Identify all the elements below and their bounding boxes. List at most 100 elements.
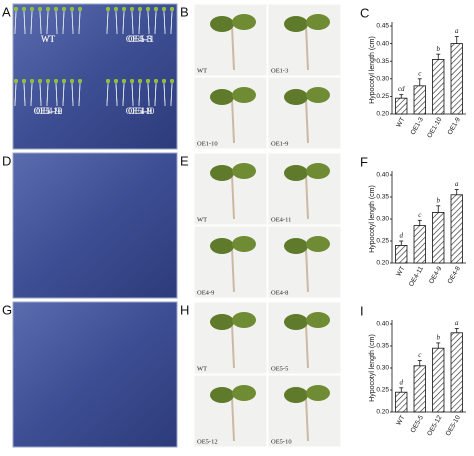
- plate-label: OE1-9: [128, 106, 152, 116]
- seedling-photo: [193, 225, 268, 299]
- plate-label: OE5-12: [34, 106, 63, 116]
- seedling: [23, 81, 26, 107]
- seedling: [170, 9, 173, 35]
- leaf: [210, 16, 234, 32]
- bar: [395, 391, 408, 413]
- cotyledon: [30, 79, 34, 83]
- seedling-photo: [267, 152, 342, 226]
- significance-letter: c: [418, 69, 422, 77]
- hypocotyl: [305, 396, 309, 442]
- seedling: [71, 81, 74, 107]
- significance-letter: a: [455, 319, 459, 327]
- photo-label: OE4-9: [197, 289, 214, 296]
- seedling: [55, 9, 58, 35]
- x-tick-label: OE5-12: [426, 414, 443, 437]
- x-tick-label: OE4-8: [447, 265, 463, 285]
- leaf: [306, 14, 330, 30]
- plate-label: OE5-5: [128, 34, 152, 44]
- seedling: [154, 81, 157, 107]
- cotyledon: [106, 79, 110, 83]
- hypocotyl: [231, 98, 235, 144]
- y-tick-label: 0.20: [376, 111, 389, 118]
- leaf: [210, 314, 234, 330]
- seedling: [62, 9, 65, 35]
- y-tick-label: 0.40: [376, 321, 389, 328]
- y-tick-label: 0.45: [376, 23, 389, 30]
- cotyledon: [22, 7, 26, 11]
- seedling-photo: [267, 76, 342, 150]
- leaf: [210, 165, 234, 181]
- photo-label: OE4-11: [271, 216, 291, 223]
- y-tick-label: 0.40: [376, 40, 389, 47]
- plate-label: OE4-9: [36, 106, 60, 116]
- leaf: [232, 312, 256, 328]
- significance-letter: b: [437, 196, 441, 204]
- cotyledon: [78, 7, 82, 11]
- hypocotyl: [305, 25, 309, 71]
- panel-letter: B: [180, 4, 189, 19]
- leaf: [284, 89, 308, 105]
- panel-letter: A: [2, 4, 11, 19]
- photo-label: OE5-5: [271, 365, 288, 372]
- cotyledon: [38, 7, 42, 11]
- y-tick-label: 0.30: [376, 216, 389, 223]
- hypocotyl: [231, 174, 235, 220]
- seedling-photo: [267, 3, 342, 77]
- seedling: [71, 9, 74, 35]
- plate-label: WT: [41, 34, 55, 44]
- bar: [395, 97, 408, 115]
- photo-label: OE5-10: [271, 438, 292, 445]
- leaf: [306, 312, 330, 328]
- hypocotyl: [231, 323, 235, 369]
- y-tick-label: 0.20: [376, 409, 389, 416]
- cotyledon: [162, 79, 166, 83]
- photo-label: OE1-9: [271, 140, 288, 147]
- seedling-photo: [193, 76, 268, 150]
- significance-letter: b: [437, 334, 441, 342]
- cotyledon: [14, 7, 18, 11]
- y-axis-label: Hypocotyl length (cm): [369, 185, 376, 253]
- hypocotyl: [231, 25, 235, 71]
- seedling: [30, 9, 33, 35]
- x-tick-label: OE1-10: [426, 116, 443, 139]
- bar: [413, 225, 426, 264]
- seedling: [106, 81, 109, 107]
- x-tick-label: OE4-9: [428, 265, 444, 285]
- seedling: [39, 81, 42, 107]
- cotyledon: [70, 79, 74, 83]
- seedling: [154, 9, 157, 35]
- seedling-photo: [267, 374, 342, 448]
- x-tick-label: OE1-9: [447, 116, 463, 136]
- y-axis-label: Hypocotyl length (cm): [369, 36, 376, 104]
- seedling: [46, 9, 49, 35]
- y-tick-label: 0.35: [376, 343, 389, 350]
- seedling: [106, 9, 109, 35]
- y-tick-label: 0.25: [376, 387, 389, 394]
- seedling: [163, 9, 166, 35]
- y-axis-label: Hypocotyl length (cm): [369, 334, 376, 402]
- cotyledon: [38, 79, 42, 83]
- cotyledon: [46, 79, 50, 83]
- seedling: [30, 81, 33, 107]
- y-tick-label: 0.35: [376, 58, 389, 65]
- panel-letter: D: [2, 153, 11, 168]
- seedling: [23, 9, 26, 35]
- leaf: [306, 87, 330, 103]
- seedling: [115, 9, 118, 35]
- hypocotyl: [231, 396, 235, 442]
- cotyledon: [130, 79, 134, 83]
- cotyledon: [46, 7, 50, 11]
- seedling: [39, 9, 42, 35]
- cotyledon: [54, 7, 58, 11]
- leaf: [232, 236, 256, 252]
- significance-letter: cd: [398, 85, 405, 93]
- cotyledon: [114, 7, 118, 11]
- seedling: [131, 9, 134, 35]
- cotyledon: [122, 79, 126, 83]
- plate-label: OE1-3: [128, 34, 152, 44]
- plate-label: OE4-8: [128, 106, 152, 116]
- significance-letter: d: [400, 378, 404, 386]
- x-tick-label: OE5-5: [410, 414, 426, 434]
- photo-label: OE1-3: [271, 67, 288, 74]
- cotyledon: [62, 7, 66, 11]
